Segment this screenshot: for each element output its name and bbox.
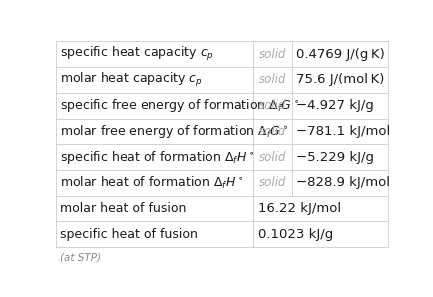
Text: solid: solid	[259, 176, 286, 189]
Text: 0.4769 J/(g K): 0.4769 J/(g K)	[296, 48, 385, 61]
Text: specific heat of formation $\Delta_f H^\circ$: specific heat of formation $\Delta_f H^\…	[60, 148, 255, 166]
Text: 16.22 kJ/mol: 16.22 kJ/mol	[258, 202, 341, 215]
Text: −5.229 kJ/g: −5.229 kJ/g	[296, 151, 374, 164]
Text: specific heat of fusion: specific heat of fusion	[60, 228, 198, 241]
Text: −4.927 kJ/g: −4.927 kJ/g	[296, 99, 374, 112]
Text: specific free energy of formation $\Delta_f G^\circ$: specific free energy of formation $\Delt…	[60, 97, 299, 114]
Text: solid: solid	[259, 73, 286, 86]
Text: (at STP): (at STP)	[60, 253, 101, 263]
Text: solid: solid	[259, 48, 286, 61]
Text: −781.1 kJ/mol: −781.1 kJ/mol	[296, 125, 390, 138]
Text: 75.6 J/(mol K): 75.6 J/(mol K)	[296, 73, 385, 86]
Text: molar heat capacity $c_p$: molar heat capacity $c_p$	[60, 71, 203, 89]
Text: −828.9 kJ/mol: −828.9 kJ/mol	[296, 176, 390, 189]
Text: solid: solid	[259, 151, 286, 164]
Text: solid: solid	[259, 125, 286, 138]
Text: molar free energy of formation $\Delta_f G^\circ$: molar free energy of formation $\Delta_f…	[60, 123, 288, 140]
Text: molar heat of formation $\Delta_f H^\circ$: molar heat of formation $\Delta_f H^\cir…	[60, 175, 243, 191]
Text: specific heat capacity $c_p$: specific heat capacity $c_p$	[60, 45, 214, 63]
Text: 0.1023 kJ/g: 0.1023 kJ/g	[258, 228, 333, 241]
Text: solid: solid	[259, 99, 286, 112]
Text: molar heat of fusion: molar heat of fusion	[60, 202, 187, 215]
